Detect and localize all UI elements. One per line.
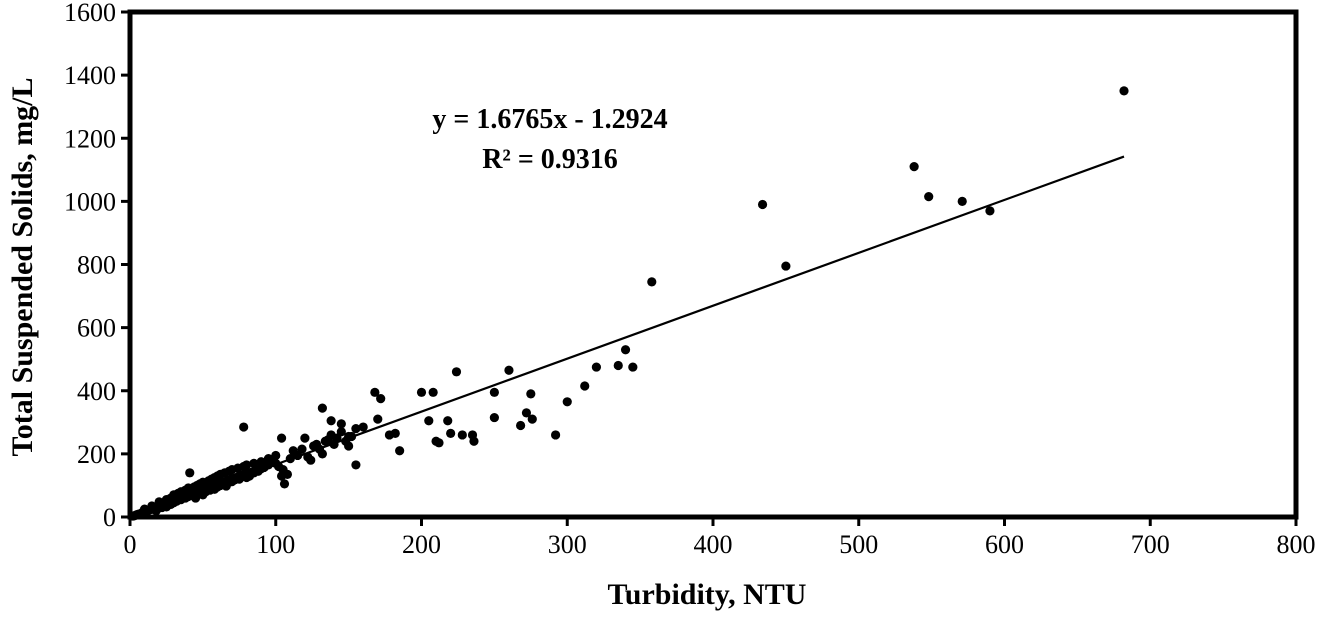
y-axis-title: Total Suspended Solids, mg/L [6,77,39,456]
data-point [516,420,526,431]
trendline [130,155,1125,519]
data-points [128,86,1129,521]
regression-equation: y = 1.6765x - 1.2924 [432,104,667,135]
data-point [1119,86,1129,96]
y-tick-label: 1600 [64,0,116,27]
y-tick-label: 200 [77,440,116,469]
data-point [489,387,499,397]
x-axis-title: Turbidity, NTU [608,578,807,611]
data-point [249,458,259,468]
plot-frame [127,9,1299,520]
data-point [628,362,638,372]
r-squared: R² = 0.9316 [482,144,618,175]
data-point [781,261,791,271]
data-point [924,192,934,202]
data-point [358,422,368,432]
data-point [317,403,327,413]
data-point [416,387,427,397]
y-tick-label: 1200 [64,124,116,153]
data-point [526,389,536,399]
data-point [504,365,514,375]
data-point [580,381,590,391]
data-point [242,460,252,470]
x-tick-label: 300 [548,530,587,559]
data-point [344,441,354,451]
data-point [457,430,467,440]
data-point [279,479,290,489]
x-tick-label: 400 [694,530,733,559]
y-tick-label: 800 [77,251,116,280]
data-point [451,367,462,377]
data-point [562,397,572,407]
data-point [336,419,346,429]
x-tick-label: 800 [1277,530,1316,559]
data-point [489,412,499,423]
data-point [395,446,405,456]
data-point [297,444,307,454]
data-point [351,424,361,434]
data-point [282,469,293,479]
data-point [446,428,456,438]
data-point [757,199,768,210]
data-point [373,414,383,424]
tick-labels: 0 100 200 300 400 500 600 700 800 0 200 400 600 800 10… [64,0,1316,559]
data-point [326,416,336,426]
data-point [306,455,316,465]
data-point [443,416,453,426]
x-tick-label: 600 [985,530,1024,559]
data-point [185,468,195,478]
data-point [276,433,287,443]
data-point [550,430,561,440]
data-point [434,438,444,448]
y-tick-label: 400 [77,377,116,406]
x-tick-label: 100 [256,530,295,559]
data-point [469,436,479,446]
data-point [985,206,995,216]
x-tick-label: 500 [839,530,878,559]
y-tick-label: 1000 [64,187,116,216]
data-point [390,428,400,438]
data-point [957,196,967,206]
x-tick-label: 700 [1131,530,1170,559]
data-point [376,394,386,404]
data-point [271,450,281,461]
y-tick-label: 0 [103,503,116,532]
data-point [527,414,537,424]
data-point [521,408,532,418]
data-point [300,433,310,443]
data-point [317,449,327,459]
data-point [428,387,438,397]
data-point [370,387,380,397]
data-point [336,427,346,437]
x-tick-label: 0 [124,530,137,559]
x-tick-label: 200 [402,530,441,559]
y-tick-label: 600 [77,314,116,343]
data-point [620,345,631,355]
data-point [424,416,434,426]
data-point [909,162,919,172]
data-point [351,460,361,470]
y-tick-label: 1400 [64,61,116,90]
data-point [647,277,657,287]
data-point [591,362,602,372]
data-point [613,360,623,371]
data-point [239,422,249,432]
